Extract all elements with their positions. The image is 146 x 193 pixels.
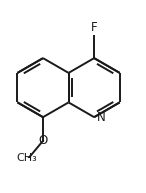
Text: CH₃: CH₃: [16, 153, 37, 163]
Text: F: F: [91, 21, 97, 34]
Text: N: N: [97, 111, 105, 124]
Text: O: O: [38, 134, 48, 147]
